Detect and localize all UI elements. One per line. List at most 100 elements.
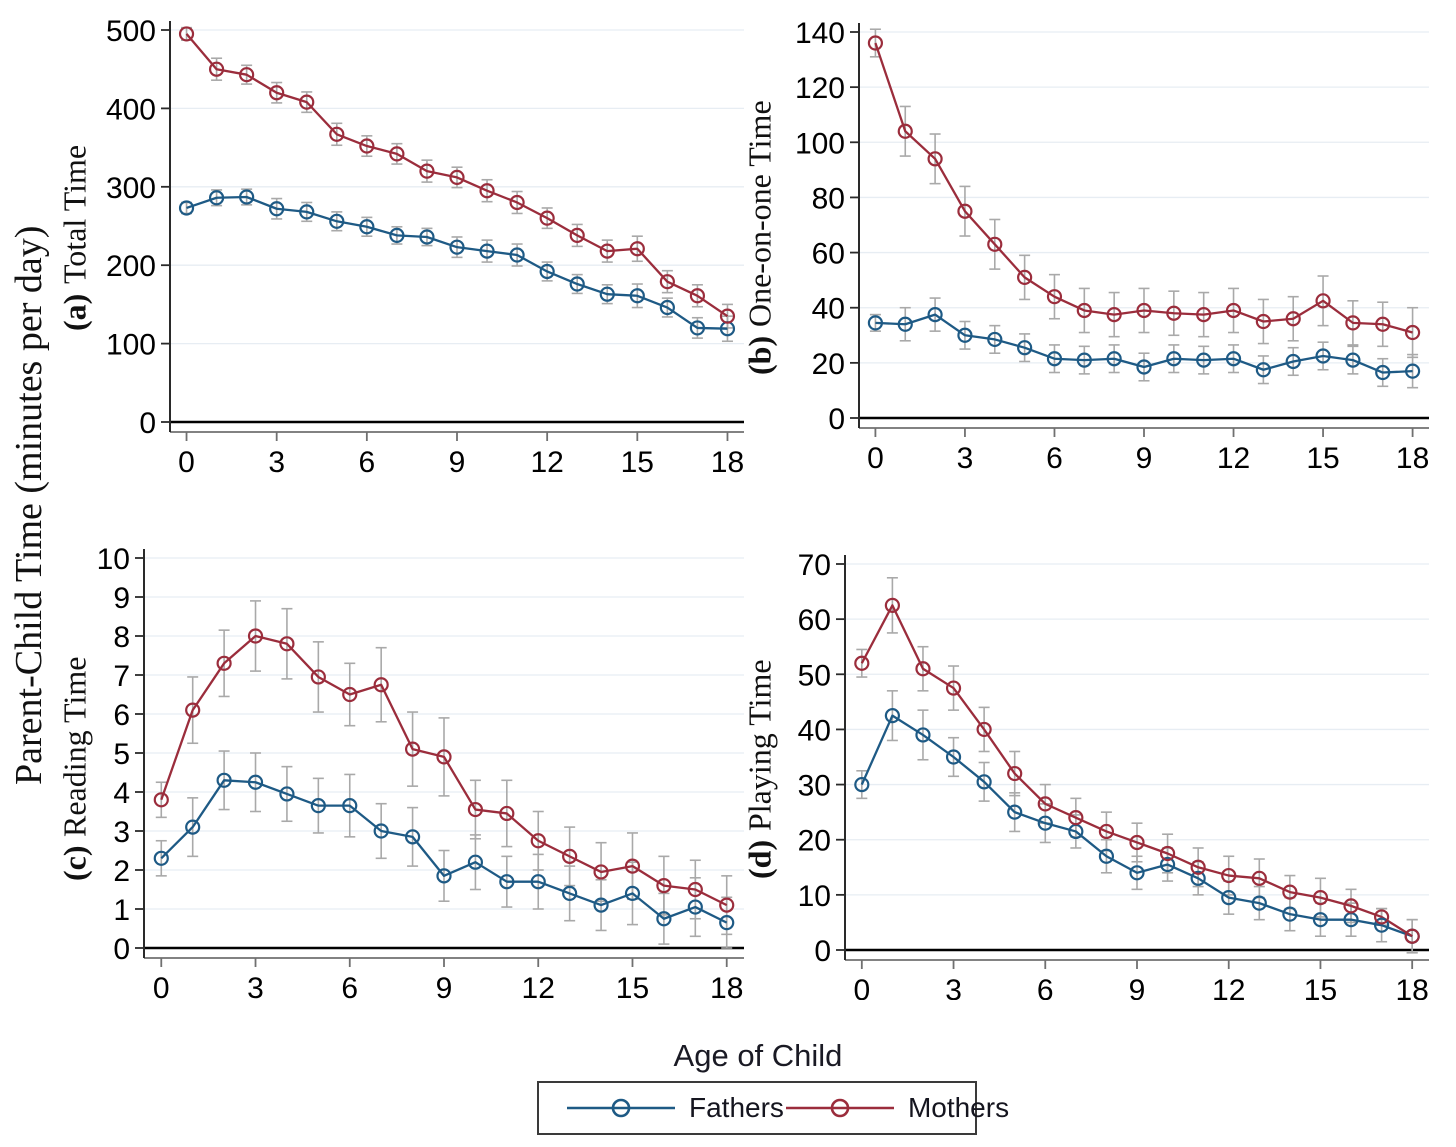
svg-text:70: 70: [798, 549, 831, 582]
series-line-mothers: [160, 634, 728, 907]
panel-b-axis-title: (b) One-on-one Time: [737, 2, 783, 474]
legend-label-fathers: Fathers: [689, 1092, 784, 1123]
svg-text:5: 5: [113, 738, 130, 771]
series-line-mothers: [185, 33, 729, 318]
error-bars-mothers: [856, 576, 1418, 954]
svg-text:6: 6: [1046, 442, 1063, 474]
x-axis-ticks: 0 3 6 9 12 15 18: [153, 958, 743, 1000]
svg-text:140: 140: [795, 17, 845, 50]
svg-text:3: 3: [113, 816, 130, 849]
svg-text:9: 9: [1129, 974, 1146, 1000]
error-bars-fathers: [856, 690, 1418, 954]
svg-text:18: 18: [711, 446, 744, 474]
y-axis-ticks: 0 20 40 60 80 100 120 140: [795, 17, 859, 436]
svg-text:0: 0: [139, 407, 156, 440]
svg-text:9: 9: [436, 972, 453, 1000]
panel-total-time: (a) Total Time 0 100 200 300 400 500 0 3 6 9 12 15 18: [52, 2, 752, 474]
svg-text:12: 12: [1212, 974, 1245, 1000]
panel-reading-time: (c) Reading Time 0 1 2 3 4 5 6 7 8 9 10 0 3 6 9 12 15 18: [52, 538, 752, 1000]
series-markers-mothers: [178, 26, 736, 324]
svg-text:15: 15: [621, 446, 654, 474]
series-markers-fathers: [178, 189, 736, 337]
svg-text:6: 6: [113, 699, 130, 732]
svg-text:18: 18: [1395, 974, 1428, 1000]
svg-text:15: 15: [1306, 442, 1339, 474]
svg-text:120: 120: [795, 72, 845, 105]
svg-text:0: 0: [178, 446, 195, 474]
svg-text:40: 40: [798, 714, 831, 747]
svg-text:0: 0: [867, 442, 884, 474]
panel-c-title: Reading Time: [56, 656, 93, 837]
svg-text:12: 12: [1217, 442, 1250, 474]
svg-text:400: 400: [106, 93, 156, 126]
series-line-mothers: [874, 42, 1413, 334]
panel-b-letter: (b): [741, 336, 778, 376]
svg-text:10: 10: [798, 880, 831, 913]
svg-text:80: 80: [812, 182, 845, 215]
svg-text:3: 3: [957, 442, 974, 474]
legend-label-mothers: Mothers: [907, 1092, 1010, 1123]
legend-entry-mothers: Mothers: [784, 1092, 1009, 1124]
svg-text:2: 2: [113, 855, 130, 888]
svg-text:20: 20: [798, 825, 831, 858]
legend: Fathers Mothers: [537, 1081, 1009, 1135]
plot-d: 0 10 20 30 40 50 60 70 0 3 6 9 12 15 18: [798, 549, 1429, 1000]
svg-text:10: 10: [98, 543, 130, 576]
legend-entry-fathers: Fathers: [565, 1092, 784, 1124]
x-axis-ticks: 0 3 6 9 12 15 18: [178, 432, 744, 474]
svg-text:15: 15: [616, 972, 649, 1000]
svg-text:200: 200: [106, 250, 156, 283]
svg-text:3: 3: [945, 974, 962, 1000]
series-line-fathers: [860, 714, 1413, 938]
series-line-mothers: [860, 604, 1413, 938]
panel-d-axis-title: (d) Playing Time: [737, 538, 783, 1000]
panel-playing-time: (d) Playing Time 0 10 20 30 40 50 60 70 0 3 6 9 12 15 1…: [737, 538, 1437, 1000]
svg-text:0: 0: [828, 403, 845, 436]
svg-text:1: 1: [113, 894, 130, 927]
panel-c-axis-title: (c) Reading Time: [52, 538, 98, 1000]
svg-text:12: 12: [522, 972, 555, 1000]
svg-text:9: 9: [113, 582, 130, 615]
svg-text:3: 3: [247, 972, 264, 1000]
svg-text:9: 9: [1136, 442, 1153, 474]
gridlines: [144, 557, 744, 910]
svg-text:40: 40: [812, 293, 845, 326]
svg-text:60: 60: [798, 604, 831, 637]
svg-text:9: 9: [449, 446, 466, 474]
svg-text:15: 15: [1304, 974, 1337, 1000]
plot-a: 0 100 200 300 400 500 0 3 6 9 12 15 18: [106, 15, 744, 474]
plot-b: 0 20 40 60 80 100 120 140 0 3 6 9 12 15 18: [795, 17, 1429, 474]
x-axis-label: Age of Child: [673, 1038, 843, 1073]
svg-text:18: 18: [1396, 442, 1429, 474]
y-axis-ticks: 0 1 2 3 4 5 6 7 8 9 10: [98, 543, 144, 966]
svg-text:30: 30: [798, 770, 831, 803]
svg-text:0: 0: [113, 933, 130, 966]
panel-c-letter: (c): [56, 845, 93, 882]
svg-text:20: 20: [812, 348, 845, 381]
svg-text:100: 100: [106, 329, 156, 362]
panel-b-title: One-on-one Time: [741, 100, 778, 328]
svg-text:6: 6: [1037, 974, 1054, 1000]
svg-text:0: 0: [814, 935, 831, 968]
svg-text:8: 8: [113, 621, 130, 654]
svg-text:6: 6: [341, 972, 358, 1000]
svg-text:7: 7: [113, 660, 130, 693]
svg-text:4: 4: [113, 777, 130, 810]
y-axis-ticks: 0 100 200 300 400 500: [106, 15, 170, 440]
figure-y-axis-label: Parent-Child Time (minutes per day): [2, 150, 56, 860]
svg-text:18: 18: [710, 972, 743, 1000]
svg-text:6: 6: [358, 446, 375, 474]
series-line-fathers: [186, 195, 728, 330]
svg-text:3: 3: [268, 446, 285, 474]
svg-text:0: 0: [853, 974, 870, 1000]
svg-text:0: 0: [153, 972, 170, 1000]
series-markers-mothers: [867, 35, 1421, 341]
panel-d-title: Playing Time: [741, 659, 778, 831]
svg-text:50: 50: [798, 659, 831, 692]
series-markers-fathers: [867, 307, 1421, 381]
panel-one-on-one-time: (b) One-on-one Time 0 20 40 60 80 100 120 140 0 3 6…: [737, 2, 1437, 474]
x-axis-ticks: 0 3 6 9 12 15 18: [867, 428, 1429, 474]
svg-text:12: 12: [530, 446, 563, 474]
series-markers-fathers: [854, 708, 1420, 944]
